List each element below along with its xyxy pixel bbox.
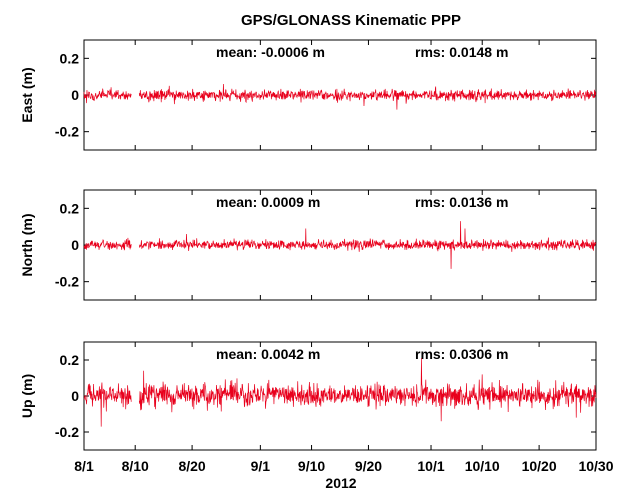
x-tick-label: 8/20 — [178, 458, 205, 474]
panels: 0.2 0 -0.2 East (m) mean: -0.0006 m rms: 0.01… — [19, 39, 597, 451]
rms-annotation: rms: 0.0306 m — [415, 346, 508, 362]
x-tick-label: 9/10 — [298, 458, 325, 474]
y-tick-label: 0 — [71, 87, 79, 103]
y-tick-label: 0.2 — [60, 50, 80, 66]
x-tick-label: 8/10 — [122, 458, 149, 474]
x-tick-label: 8/1 — [74, 458, 94, 474]
mean-annotation: mean: -0.0006 m — [216, 44, 325, 60]
y-tick-label: 0.2 — [60, 352, 80, 368]
panel-east: 0.2 0 -0.2 East (m) mean: -0.0006 m rms: 0.01… — [19, 39, 597, 151]
y-tick-label: -0.2 — [55, 424, 79, 440]
series-line-up — [83, 358, 597, 427]
x-tick-label: 9/1 — [251, 458, 271, 474]
chart-title: GPS/GLONASS Kinematic PPP — [241, 12, 461, 29]
x-tick-label: 10/10 — [465, 458, 500, 474]
series-line-east — [83, 83, 597, 110]
y-tick-label: -0.2 — [55, 274, 79, 290]
y-axis-label: Up (m) — [19, 374, 35, 418]
x-tick-label: 10/1 — [417, 458, 444, 474]
x-axis-label: 2012 — [325, 475, 356, 491]
y-tick-label: 0 — [71, 237, 79, 253]
y-tick-label: 0 — [71, 388, 79, 404]
y-tick-label: 0.2 — [60, 200, 80, 216]
x-tick-labels: 8/1 8/10 8/20 9/1 9/10 9/20 10/1 10/10 10/20 10/3… — [74, 458, 613, 474]
y-tick-label: -0.2 — [55, 124, 79, 140]
series-line-north — [83, 221, 597, 269]
panel-up: 0.2 0 -0.2 Up (m) mean: 0.0042 m rms: 0.0306 … — [19, 341, 597, 451]
rms-annotation: rms: 0.0148 m — [415, 44, 508, 60]
panel-north: 0.2 0 -0.2 North (m) mean: 0.0009 m rms: 0.01… — [19, 189, 597, 301]
x-tick-label: 10/30 — [578, 458, 613, 474]
rms-annotation: rms: 0.0136 m — [415, 194, 508, 210]
mean-annotation: mean: 0.0042 m — [216, 346, 320, 362]
x-tick-label: 9/20 — [355, 458, 382, 474]
y-axis-label: North (m) — [19, 214, 35, 277]
y-axis-label: East (m) — [19, 67, 35, 122]
x-tick-label: 10/20 — [522, 458, 557, 474]
mean-annotation: mean: 0.0009 m — [216, 194, 320, 210]
